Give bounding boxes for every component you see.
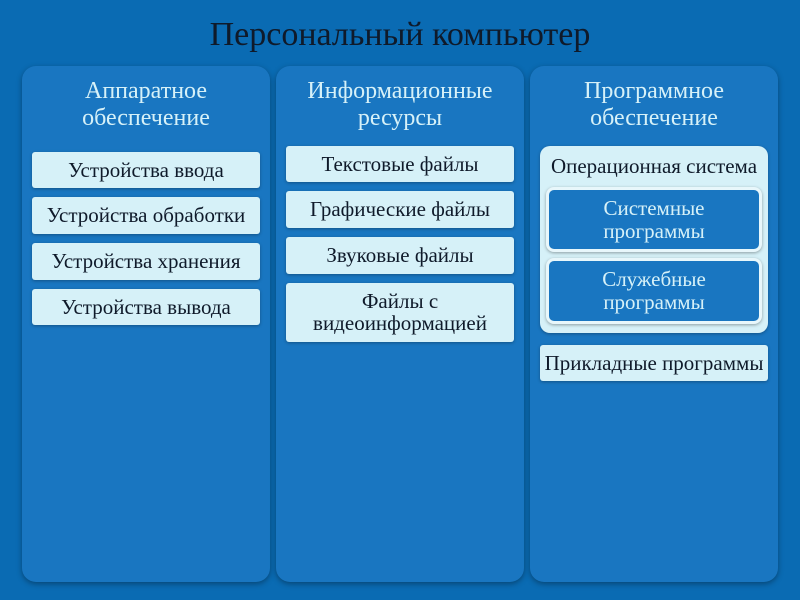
nested-os-box: Операционная система Системные программы… <box>540 146 768 333</box>
pill-service-programs: Служебные программы <box>546 258 762 323</box>
item-storage-devices: Устройства хранения <box>32 243 260 280</box>
nested-header: Операционная система <box>546 153 762 181</box>
item-text-files: Текстовые файлы <box>286 146 514 183</box>
items-list: Текстовые файлы Графические файлы Звуков… <box>286 146 514 342</box>
column-software: Программное обеспечение Операционная сис… <box>530 66 778 582</box>
columns-container: Аппаратное обеспечение Устройства ввода … <box>22 66 778 582</box>
column-info-resources: Информационные ресурсы Текстовые файлы Г… <box>276 66 524 582</box>
item-input-devices: Устройства ввода <box>32 152 260 189</box>
item-video-files: Файлы с видеоинформацией <box>286 283 514 342</box>
item-applied-programs: Прикладные программы <box>540 345 768 382</box>
column-header: Программное обеспечение <box>540 74 768 146</box>
diagram-canvas: Персональный компьютер Аппаратное обеспе… <box>0 0 800 600</box>
item-audio-files: Звуковые файлы <box>286 237 514 274</box>
items-list: Устройства ввода Устройства обработки Ус… <box>32 152 260 326</box>
item-graphic-files: Графические файлы <box>286 191 514 228</box>
column-header: Информационные ресурсы <box>286 74 514 146</box>
column-hardware: Аппаратное обеспечение Устройства ввода … <box>22 66 270 582</box>
pill-system-programs: Системные программы <box>546 187 762 252</box>
diagram-title: Персональный компьютер <box>22 10 778 66</box>
column-header: Аппаратное обеспечение <box>32 74 260 146</box>
item-output-devices: Устройства вывода <box>32 289 260 326</box>
item-processing-devices: Устройства обработки <box>32 197 260 234</box>
